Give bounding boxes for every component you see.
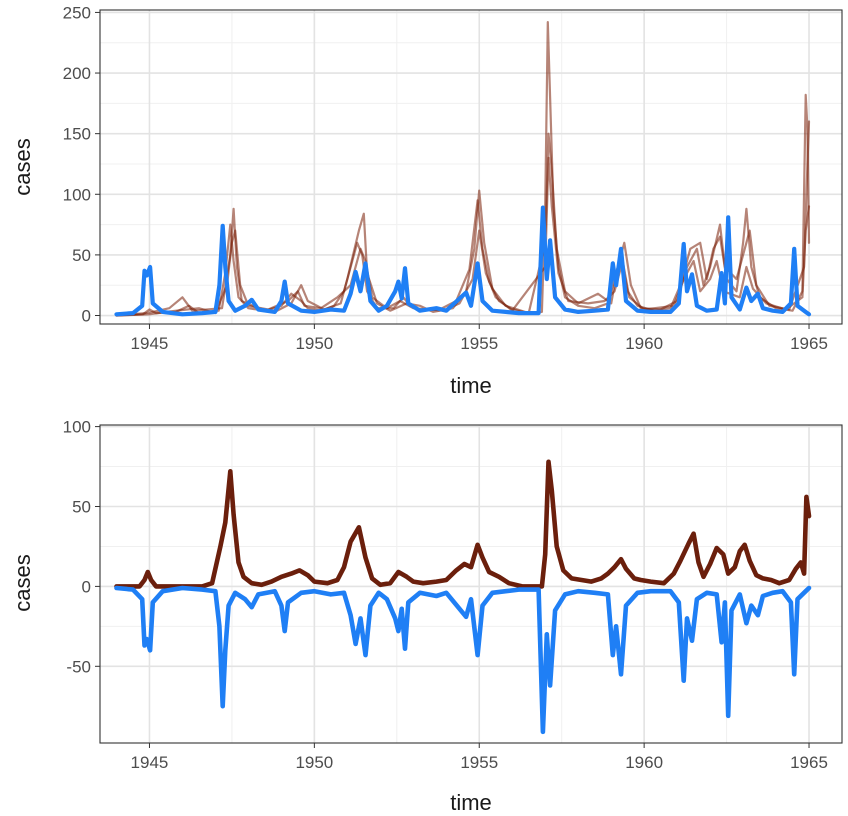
top-y-tick-label: 100 — [63, 185, 91, 204]
top-x-tick-label: 1965 — [790, 334, 828, 353]
bottom-y-tick-label: 0 — [82, 577, 91, 596]
top-y-tick-label: 200 — [63, 64, 91, 83]
bottom-panel-border — [99, 424, 843, 744]
bottom-y-axis-title: cases — [10, 554, 35, 611]
top-simulation-line — [115, 156, 811, 317]
bottom-x-tick-label: 1965 — [790, 753, 828, 772]
top-y-ticks: 0 50 100 150 200 250 — [63, 3, 100, 326]
top-y-tick-label: 0 — [82, 307, 91, 326]
bottom-y-ticks: -50 0 50 100 — [63, 418, 100, 676]
top-observed-line — [114, 205, 812, 317]
bottom-x-axis-title: time — [450, 790, 492, 815]
top-x-tick-label: 1945 — [131, 334, 169, 353]
bottom-x-tick-label: 1950 — [295, 753, 333, 772]
top-x-tick-label: 1950 — [295, 334, 333, 353]
top-series — [114, 21, 812, 317]
top-simulation-line — [115, 120, 811, 317]
top-y-axis-title: cases — [10, 138, 35, 195]
bottom-x-tick-label: 1960 — [625, 753, 663, 772]
top-panel-border — [99, 9, 843, 325]
top-x-ticks: 1945 1950 1955 1960 1965 — [131, 324, 828, 353]
bottom-chart: 1945 1950 1955 1960 1965 -50 0 50 100 time case… — [10, 418, 843, 815]
bottom-observed-negated-line — [114, 585, 812, 735]
top-y-tick-label: 250 — [63, 3, 91, 22]
bottom-y-tick-label: 50 — [72, 497, 91, 516]
bottom-simulation-mean-line — [114, 459, 812, 589]
bottom-x-tick-label: 1955 — [460, 753, 498, 772]
bottom-x-tick-label: 1945 — [131, 753, 169, 772]
top-x-tick-label: 1955 — [460, 334, 498, 353]
top-chart: 1945 1950 1955 1960 1965 0 50 100 150 200 250 tim… — [10, 3, 843, 398]
bottom-y-tick-label: 100 — [63, 418, 91, 437]
bottom-y-tick-label: -50 — [66, 657, 91, 676]
bottom-series — [114, 459, 812, 735]
top-x-axis-title: time — [450, 373, 492, 398]
bottom-x-ticks: 1945 1950 1955 1960 1965 — [131, 743, 828, 772]
top-x-tick-label: 1960 — [625, 334, 663, 353]
top-y-tick-label: 150 — [63, 125, 91, 144]
top-y-tick-label: 50 — [72, 246, 91, 265]
